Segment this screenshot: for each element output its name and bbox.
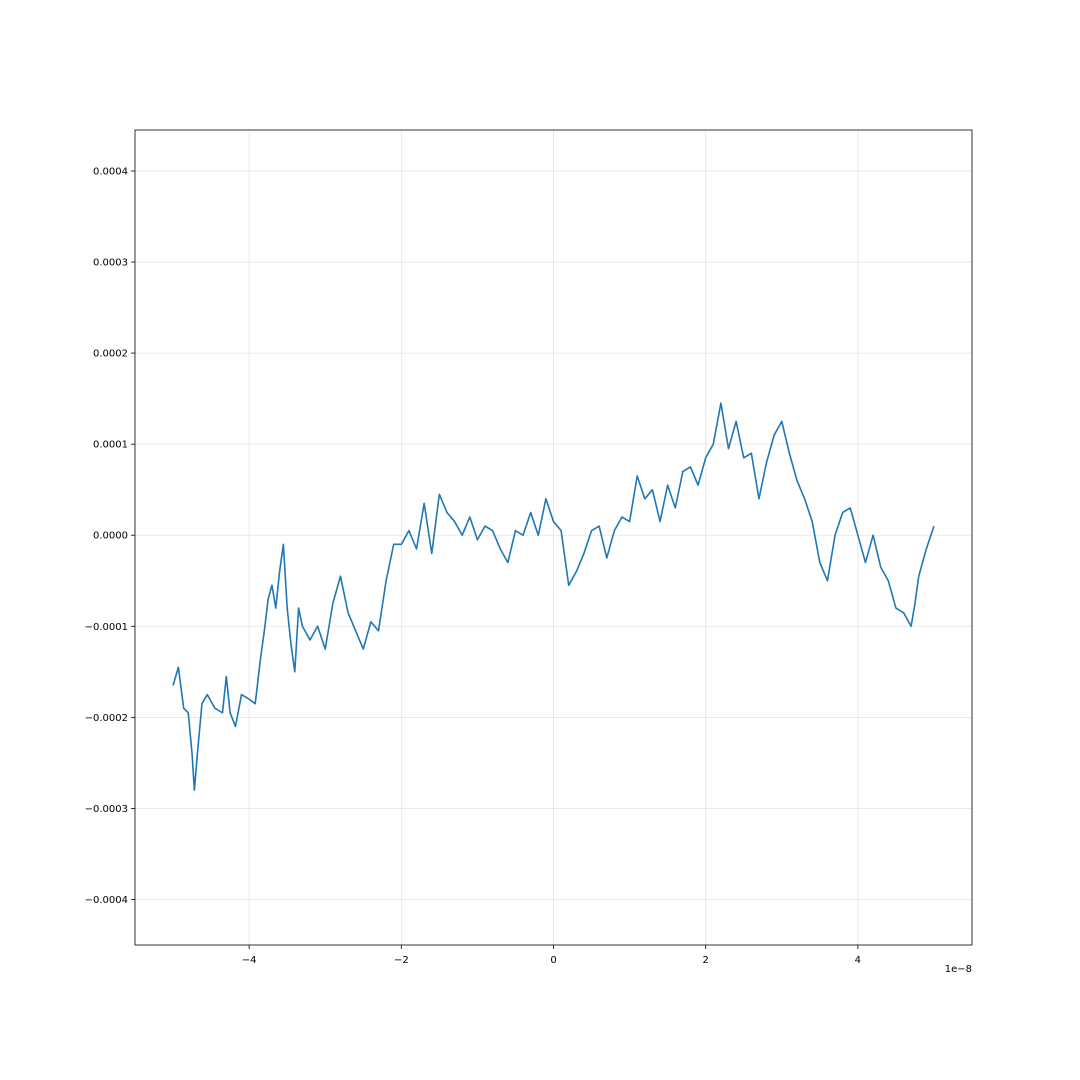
series-line <box>172 402 935 792</box>
y-tick-label: 0.0001 <box>93 440 128 451</box>
grid-layer <box>135 130 972 945</box>
x-tick-label: −2 <box>394 955 409 966</box>
ticks-layer: −4 −2 0 2 4 −0.0004 −0.0003 −0.0002 −0.0001 0.000… <box>85 166 861 966</box>
y-tick-label: 0.0002 <box>93 349 128 360</box>
line-layer <box>172 402 935 792</box>
x-tick-label: 2 <box>702 955 708 966</box>
x-tick-label: 4 <box>855 955 861 966</box>
y-tick-label: −0.0002 <box>85 713 128 724</box>
y-tick-label: −0.0004 <box>85 895 128 906</box>
y-tick-label: −0.0003 <box>85 804 128 815</box>
x-tick-label: −4 <box>242 955 257 966</box>
y-tick-label: 0.0004 <box>93 166 128 177</box>
y-tick-label: 0.0003 <box>93 258 128 269</box>
y-tick-label: −0.0001 <box>85 622 128 633</box>
x-offset-label: 1e−8 <box>945 964 972 975</box>
x-tick-label: 0 <box>550 955 556 966</box>
y-tick-label: 0.0000 <box>93 531 128 542</box>
